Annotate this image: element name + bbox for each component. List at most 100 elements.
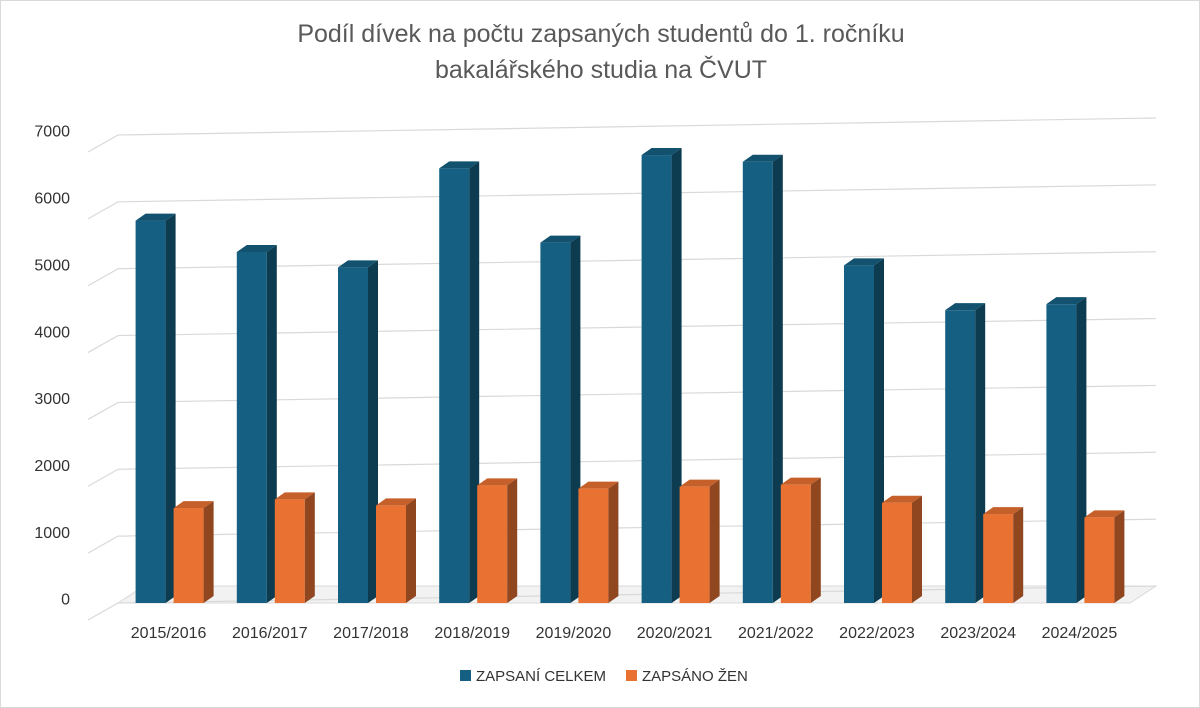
bar-front (983, 514, 1014, 603)
bar-women (477, 478, 518, 603)
y-tick-label: 4000 (34, 324, 70, 341)
legend-item: ZAPSANÍ CELKEM (460, 668, 606, 685)
legend-item: ZAPSÁNO ŽEN (626, 668, 748, 685)
bar-front (1084, 517, 1115, 603)
bar-women (376, 498, 416, 603)
bar-front (338, 267, 368, 603)
bar-top (844, 258, 884, 266)
x-tick-label: 2015/2016 (131, 625, 207, 642)
bar-top (945, 303, 986, 311)
bar-top (679, 479, 720, 487)
bar-front (236, 252, 267, 603)
bar-front (945, 310, 976, 603)
bar-side (1013, 507, 1024, 603)
gridline (87, 184, 1157, 220)
bar-side (1114, 510, 1125, 603)
bar-front (679, 486, 710, 603)
bar-total (945, 303, 986, 603)
bar-side (507, 478, 518, 603)
x-tick-label: 2022/2023 (839, 625, 915, 642)
gridline (87, 117, 1157, 153)
y-tick-label: 3000 (34, 391, 70, 408)
legend-label: ZAPSÁNO ŽEN (642, 668, 748, 685)
bar-side (469, 161, 480, 603)
bar-side (203, 501, 214, 603)
bar-top (1046, 297, 1087, 305)
bar-side (1076, 297, 1087, 603)
bar-front (844, 265, 874, 603)
bar-side (912, 495, 922, 603)
bar-total (236, 245, 277, 603)
x-tick-label: 2018/2019 (434, 625, 510, 642)
y-tick-label: 2000 (34, 458, 70, 475)
gridline (87, 317, 1157, 354)
x-tick-label: 2016/2017 (232, 625, 308, 642)
x-tick-label: 2024/2025 (1042, 625, 1118, 642)
y-tick-label: 5000 (34, 257, 70, 274)
bar-women (173, 501, 214, 603)
bar-front (882, 502, 912, 603)
bar-top (135, 213, 176, 221)
bar-front (1046, 304, 1077, 603)
legend-label: ZAPSANÍ CELKEM (476, 668, 606, 685)
bar-side (772, 154, 783, 603)
y-tick-label: 7000 (34, 124, 70, 141)
bar-top (882, 495, 922, 503)
x-tick-label: 2021/2022 (738, 625, 814, 642)
bar-top (274, 492, 315, 500)
bar-front (135, 220, 166, 603)
bar-women (679, 479, 720, 603)
bar-women (882, 495, 922, 603)
bar-top (983, 507, 1024, 515)
chart-title-line-1: Podíl dívek na počtu zapsaných studentů … (297, 20, 905, 48)
x-tick-label: 2023/2024 (940, 625, 1016, 642)
legend-swatch (626, 670, 637, 681)
bar-top (780, 477, 821, 485)
bar-front (274, 499, 305, 603)
bar-front (439, 168, 470, 603)
bar-total (641, 148, 682, 604)
bar-total (844, 258, 884, 603)
bar-total (338, 260, 378, 603)
legend: ZAPSANÍ CELKEM ZAPSÁNO ŽEN (460, 668, 748, 685)
bar-top (338, 260, 378, 268)
bar-side (570, 235, 581, 603)
bar-total (742, 154, 783, 603)
bar-front (742, 161, 773, 603)
bar-top (376, 498, 416, 506)
bar-side (406, 498, 416, 603)
bar-top (578, 481, 619, 489)
bar-top (742, 154, 783, 162)
bar-side (810, 477, 821, 603)
x-tick-label: 2017/2018 (333, 625, 409, 642)
bar-front (173, 508, 204, 603)
bar-front (578, 488, 609, 603)
x-tick-label: 2020/2021 (637, 625, 713, 642)
bar-top (173, 501, 214, 509)
gridline (87, 451, 1157, 487)
legend-swatch (460, 670, 471, 681)
bar-side (368, 260, 378, 603)
bar-total (540, 235, 581, 603)
gridline (87, 384, 1157, 420)
bars (135, 148, 1125, 604)
bar-women (780, 477, 821, 603)
bar-front (780, 484, 811, 603)
bar-total (135, 213, 176, 603)
bar-women (1084, 510, 1125, 603)
bar-top (439, 161, 480, 169)
chart-title-line-2: bakalářského studia na ČVUT (434, 56, 768, 84)
bar-side (975, 303, 986, 603)
x-tick-label: 2019/2020 (536, 625, 612, 642)
bar-total (1046, 297, 1087, 603)
gridline (87, 251, 1157, 287)
y-tick-label: 0 (61, 592, 70, 609)
bar-top (641, 148, 682, 156)
x-axis: 2015/2016 2016/2017 2017/2018 2018/2019 2019… (131, 625, 1118, 642)
bar-side (304, 492, 315, 603)
bar-side (709, 479, 720, 603)
bar-front (477, 485, 508, 603)
bar-side (608, 481, 619, 603)
bar-top (477, 478, 518, 486)
